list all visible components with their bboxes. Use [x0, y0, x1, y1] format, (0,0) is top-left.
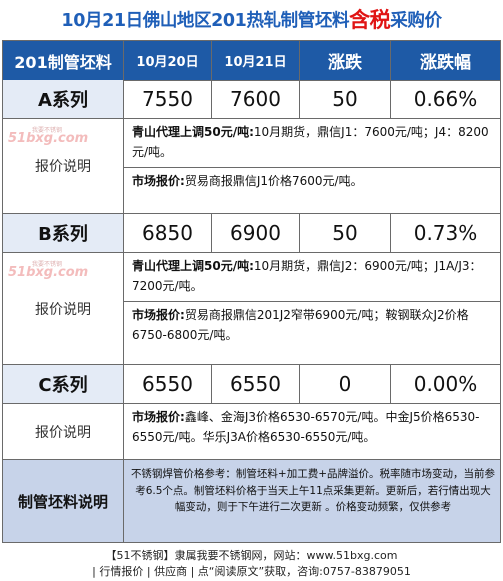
desc-line1-text: 鑫峰、金海J3价格6530-6570元/吨。中金J5价格6530-6550元/吨…: [132, 410, 480, 444]
price-change-pct: 0.66%: [391, 80, 501, 119]
desc-line1-label: 青山代理上调50元/吨:: [132, 259, 254, 273]
price-table: 201制管坯料 10月20日 10月21日 涨跌 涨跌幅 A系列 7550 76…: [2, 40, 501, 543]
title-main: 10月21日佛山地区201热轧制管坯料: [61, 10, 350, 31]
price-current: 6900: [212, 214, 300, 253]
desc-content: 青山代理上调50元/吨:10月期货，鼎信J2：6900元/吨；J1A/J3：72…: [124, 253, 501, 365]
desc-line2-text: 贸易商报鼎信J1价格7600元/吨。: [184, 174, 363, 188]
watermark-logo: 51bxg.com 我要不锈钢: [8, 127, 89, 146]
table-header-row: 201制管坯料 10月20日 10月21日 涨跌 涨跌幅: [2, 40, 501, 81]
desc-line1-label: 市场报价:: [132, 410, 185, 424]
divider: [124, 301, 500, 302]
desc-line2-label: 市场报价:: [132, 174, 185, 188]
price-change-pct: 0.00%: [391, 365, 501, 404]
footer-site-line: 【51不锈钢】隶属我要不锈钢网，网站：www.51bxg.com: [105, 549, 398, 562]
page-title: 10月21日佛山地区201热轧制管坯料 含税 采购价: [0, 0, 503, 38]
header-product: 201制管坯料: [2, 41, 124, 81]
desc-label-cell: 报价说明: [2, 404, 124, 460]
note-label: 制管坯料说明: [2, 460, 124, 543]
desc-label-cell: 51bxg.com 我要不锈钢 报价说明: [2, 253, 124, 365]
desc-row-b: 51bxg.com 我要不锈钢 报价说明 青山代理上调50元/吨:10月期货，鼎信…: [2, 253, 501, 365]
price-row-c: C系列 6550 6550 0 0.00%: [2, 365, 501, 404]
desc-line1-text: 10月期货，鼎信J1：7600元/吨；J4：8200元/吨。: [132, 125, 489, 159]
desc-line1-label: 青山代理上调50元/吨:: [132, 125, 254, 139]
desc-content: 青山代理上调50元/吨:10月期货，鼎信J1：7600元/吨；J4：8200元/…: [124, 119, 501, 214]
desc-label-cell: 51bxg.com 我要不锈钢 报价说明: [2, 119, 124, 214]
desc-label: 报价说明: [35, 424, 91, 441]
header-date1: 10月20日: [124, 41, 212, 81]
price-row-b: B系列 6850 6900 50 0.73%: [2, 214, 501, 253]
price-prev: 7550: [124, 80, 212, 119]
price-prev: 6550: [124, 365, 212, 404]
divider: [124, 167, 500, 168]
price-prev: 6850: [124, 214, 212, 253]
title-highlight: 含税: [349, 8, 391, 32]
series-name: C系列: [2, 365, 124, 404]
price-change: 50: [300, 80, 391, 119]
series-name: B系列: [2, 214, 124, 253]
price-change-pct: 0.73%: [391, 214, 501, 253]
series-name: A系列: [2, 80, 124, 119]
price-current: 6550: [212, 365, 300, 404]
desc-row-a: 51bxg.com 我要不锈钢 报价说明 青山代理上调50元/吨:10月期货，鼎信…: [2, 119, 501, 214]
note-row: 制管坯料说明 不锈钢焊管价格参考：制管坯料+加工费+品牌溢价。税率随市场变动，当…: [2, 460, 501, 543]
desc-label: 报价说明: [35, 159, 91, 175]
desc-line1-text: 10月期货，鼎信J2：6900元/吨；J1A/J3：7200元/吨。: [132, 259, 482, 293]
desc-label: 报价说明: [35, 301, 91, 318]
desc-line2-text: 贸易商报鼎信201J2窄带6900元/吨；鞍钢联众J2价格6750-6800元/…: [132, 308, 469, 342]
price-change: 50: [300, 214, 391, 253]
header-change-pct: 涨跌幅: [391, 41, 501, 81]
note-text: 不锈钢焊管价格参考：制管坯料+加工费+品牌溢价。税率随市场变动，当前参考6.5个…: [124, 460, 501, 543]
desc-row-c: 报价说明 市场报价:鑫峰、金海J3价格6530-6570元/吨。中金J5价格65…: [2, 404, 501, 460]
watermark-logo: 51bxg.com 我要不锈钢: [8, 261, 89, 280]
desc-line2-label: 市场报价:: [132, 308, 185, 322]
price-row-a: A系列 7550 7600 50 0.66%: [2, 80, 501, 119]
title-suffix: 采购价: [390, 10, 442, 31]
header-date2: 10月21日: [212, 41, 300, 81]
header-change: 涨跌: [300, 41, 391, 81]
price-current: 7600: [212, 80, 300, 119]
desc-content: 市场报价:鑫峰、金海J3价格6530-6570元/吨。中金J5价格6530-65…: [124, 404, 501, 460]
footer-contact-line: | 行情报价 | 供应商 | 点“阅读原文”获取，咨询:0757-8387905…: [92, 565, 411, 578]
price-change: 0: [300, 365, 391, 404]
